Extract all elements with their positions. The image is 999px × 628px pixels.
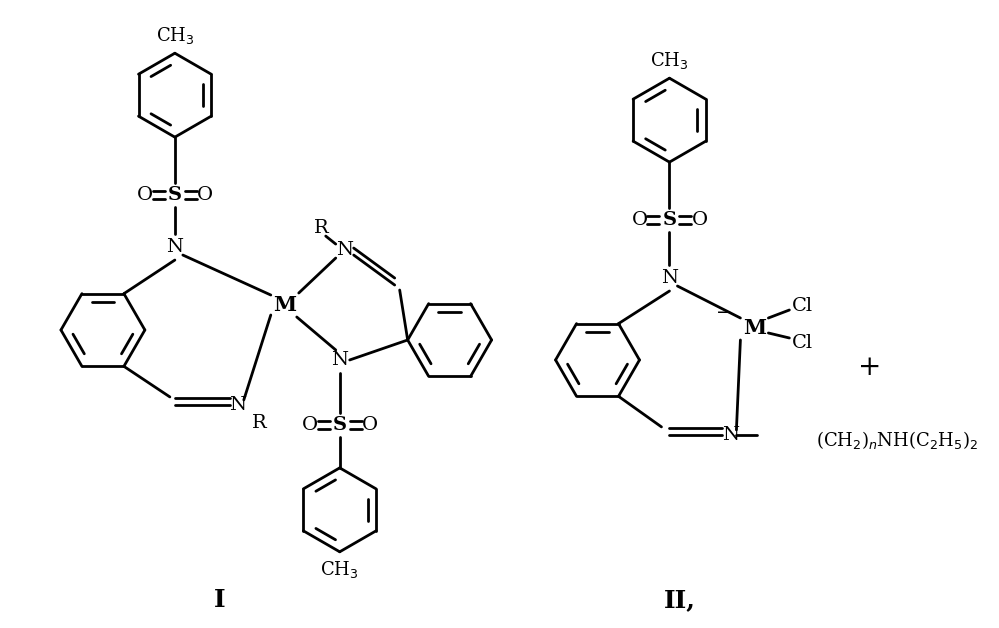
Text: S: S bbox=[662, 211, 676, 229]
Text: N: N bbox=[337, 241, 354, 259]
Text: I: I bbox=[214, 588, 226, 612]
Text: Cl: Cl bbox=[792, 334, 813, 352]
Text: S: S bbox=[333, 416, 347, 434]
Text: N: N bbox=[661, 269, 678, 287]
Text: N: N bbox=[167, 238, 184, 256]
Text: M: M bbox=[273, 295, 297, 315]
Text: M: M bbox=[743, 318, 766, 338]
Text: S: S bbox=[168, 186, 182, 204]
Text: II,: II, bbox=[663, 588, 695, 612]
Text: N: N bbox=[230, 396, 247, 414]
Text: R: R bbox=[253, 414, 267, 432]
Text: O: O bbox=[197, 186, 213, 204]
Text: CH$_3$: CH$_3$ bbox=[650, 50, 688, 71]
Text: (CH$_2$)$_n$NH(C$_2$H$_5$)$_2$: (CH$_2$)$_n$NH(C$_2$H$_5$)$_2$ bbox=[816, 429, 978, 451]
Text: O: O bbox=[631, 211, 647, 229]
Text: O: O bbox=[362, 416, 378, 434]
Text: O: O bbox=[302, 416, 318, 434]
Text: CH$_3$: CH$_3$ bbox=[156, 24, 194, 46]
Text: Cl: Cl bbox=[792, 297, 813, 315]
Text: O: O bbox=[691, 211, 707, 229]
Text: +: + bbox=[857, 354, 881, 381]
Text: N: N bbox=[722, 426, 739, 444]
Text: R: R bbox=[315, 219, 329, 237]
Text: N: N bbox=[332, 351, 349, 369]
Text: CH$_3$: CH$_3$ bbox=[321, 560, 359, 580]
Text: −: − bbox=[716, 304, 732, 322]
Text: O: O bbox=[137, 186, 153, 204]
